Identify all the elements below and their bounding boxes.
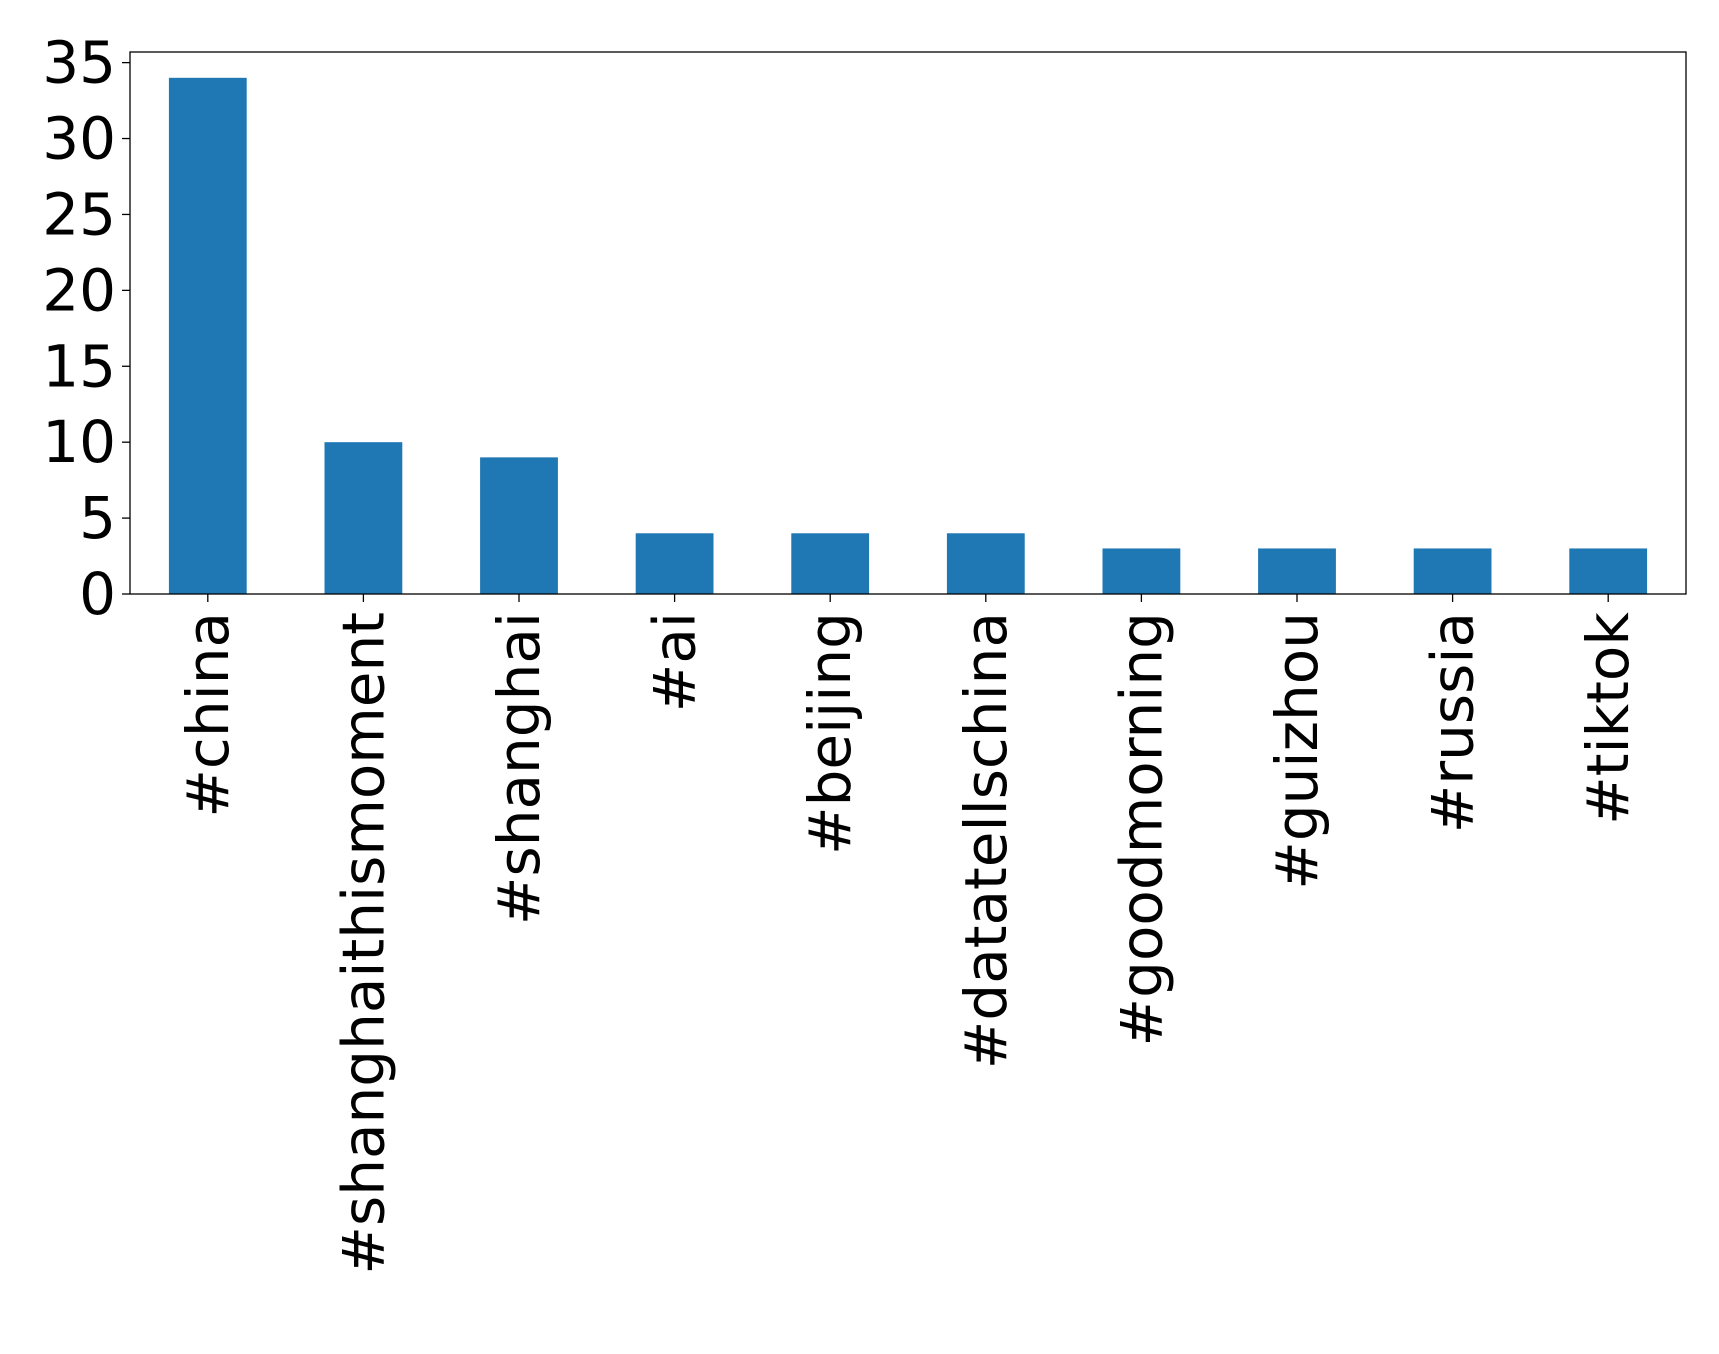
x-tick-label: #tiktok (1574, 612, 1642, 825)
x-tick-label: #shanghaithismoment (329, 612, 397, 1275)
bar-datatellschina (946, 533, 1025, 594)
bar-guizhou (1258, 548, 1336, 594)
bars-group (168, 77, 1648, 595)
bar-shanghai (480, 457, 558, 594)
y-tick-label: 5 (79, 484, 116, 552)
y-tick-label: 0 (79, 560, 116, 628)
x-tick-label: #goodmorning (1107, 612, 1175, 1046)
bar-shanghaithismoment (324, 442, 403, 594)
bar-beijing (791, 533, 870, 594)
y-tick-label: 20 (42, 256, 116, 324)
x-tick-label: #ai (641, 612, 709, 712)
bar-goodmorning (1102, 548, 1181, 594)
bar-russia (1413, 548, 1492, 594)
bar-ai (635, 533, 714, 594)
y-axis: 0 5 10 15 20 25 30 35 (42, 29, 130, 628)
bar-china (168, 77, 247, 595)
x-tick-label: #datatellschina (952, 612, 1020, 1069)
x-tick-label: #china (174, 612, 242, 818)
plot-frame (129, 51, 1687, 595)
y-tick-label: 25 (42, 180, 116, 248)
x-tick-label: #russia (1419, 612, 1487, 833)
x-tick-label: #beijing (796, 612, 864, 855)
y-tick-label: 30 (42, 105, 116, 173)
bar-tiktok (1569, 548, 1648, 594)
y-tick-label: 35 (42, 29, 116, 97)
x-tick-label: #shanghai (485, 612, 553, 925)
y-tick-label: 15 (42, 332, 116, 400)
x-axis: #china #shanghaithismoment #shanghai #ai #be… (174, 594, 1642, 1275)
y-tick-label: 10 (42, 408, 116, 476)
x-tick-label: #guizhou (1263, 612, 1331, 890)
